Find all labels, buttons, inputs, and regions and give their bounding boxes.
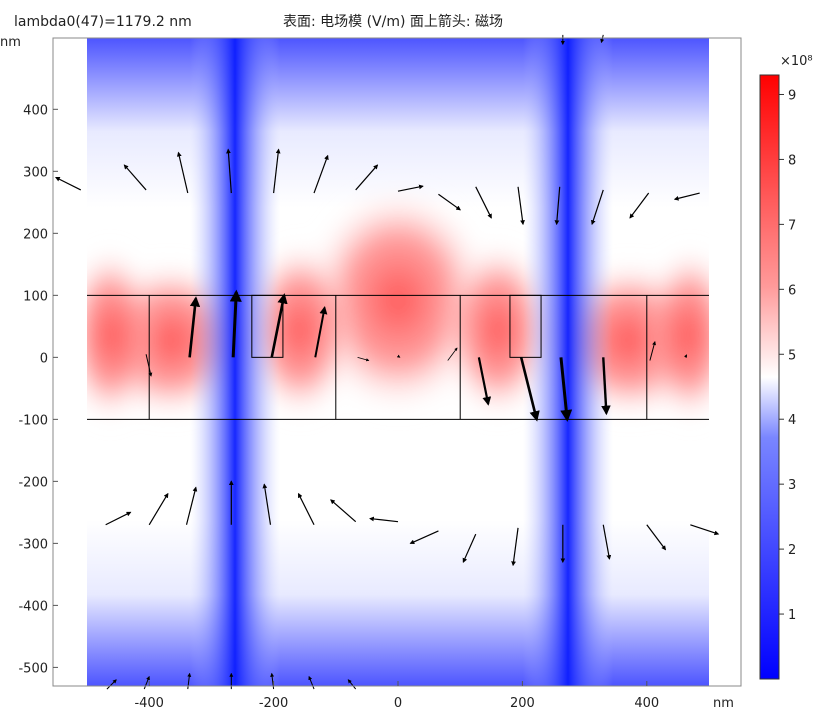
field-arrow <box>559 357 573 422</box>
field-arrow <box>646 524 667 551</box>
field-arrow <box>270 672 275 690</box>
colorbar-tick-label: 3 <box>788 478 796 493</box>
field-arrow <box>185 486 198 525</box>
x-tick-label: 0 <box>394 696 402 711</box>
field-arrow <box>357 356 370 362</box>
field-arrow <box>517 186 525 226</box>
colorbar-tick-label: 6 <box>788 283 796 298</box>
magnetic-field-arrows <box>55 34 720 690</box>
x-tick-label: 200 <box>510 696 535 711</box>
field-arrow <box>297 492 315 526</box>
y-tick-label: 300 <box>23 165 48 180</box>
field-arrow <box>308 675 315 690</box>
field-arrow <box>270 293 288 358</box>
field-arrow <box>330 499 357 523</box>
colorbar-tick-label: 8 <box>788 153 796 168</box>
notch-1 <box>251 294 284 358</box>
field-arrow <box>229 289 242 358</box>
field-arrow <box>226 148 232 194</box>
x-axis-unit: nm <box>713 696 734 711</box>
y-tick-label: 0 <box>40 351 48 366</box>
field-arrow <box>397 184 424 192</box>
y-tick-label: 400 <box>23 103 48 118</box>
field-arrow <box>347 679 357 690</box>
y-tick-label: -100 <box>18 413 48 428</box>
field-arrow <box>629 192 650 219</box>
field-arrow <box>273 148 281 194</box>
y-tick-label: 100 <box>23 289 48 304</box>
y-axis: 400 300 200 100 0 -100 -200 -300 -400 -500 <box>18 103 58 676</box>
field-arrow <box>106 679 117 690</box>
field-arrow <box>601 357 611 416</box>
field-arrow <box>600 34 605 44</box>
field-arrow <box>438 193 461 211</box>
plot-title: 表面: 电场模 (V/m) 面上箭头: 磁场 <box>283 13 503 30</box>
field-arrow <box>475 186 492 219</box>
colorbar-multiplier: ×10⁸ <box>780 54 813 69</box>
field-arrow <box>649 341 656 361</box>
field-arrow <box>409 530 439 545</box>
waveguide-structure <box>87 294 709 420</box>
x-tick-label: -200 <box>259 696 289 711</box>
colorbar-tick-label: 9 <box>788 88 796 103</box>
colorbar-tick-label: 4 <box>788 413 796 428</box>
field-arrow <box>262 483 272 525</box>
field-arrow <box>314 306 328 358</box>
field-arrow <box>590 189 604 226</box>
colorbar-tick-label: 5 <box>788 348 796 363</box>
field-arrow <box>554 186 561 226</box>
y-tick-label: -300 <box>18 537 48 552</box>
field-surface <box>87 38 709 686</box>
field-arrow <box>690 524 720 536</box>
field-arrow <box>602 524 612 560</box>
y-tick-label: -400 <box>18 599 48 614</box>
y-tick-label: -500 <box>18 661 48 676</box>
y-axis-unit: nm <box>0 35 21 50</box>
notch-2 <box>509 294 542 358</box>
colorbar-gradient <box>759 74 780 680</box>
colorbar-tick-label: 7 <box>788 218 796 233</box>
field-arrow <box>396 354 401 358</box>
y-tick-label: -200 <box>18 475 48 490</box>
field-arrow <box>369 516 399 523</box>
field-arrow <box>143 675 150 690</box>
field-arrow <box>187 672 192 690</box>
colorbar-tick-label: 1 <box>788 608 796 623</box>
field-arrow <box>176 151 189 194</box>
x-axis: -400 -200 0 200 400 <box>134 681 659 711</box>
y-tick-label: 200 <box>23 227 48 242</box>
field-arrow <box>477 357 492 406</box>
x-tick-label: -400 <box>134 696 164 711</box>
field-arrow <box>355 164 379 191</box>
plot-frame <box>52 37 742 687</box>
field-arrow <box>462 533 477 563</box>
field-arrow <box>148 492 169 526</box>
parameter-title: lambda0(47)=1179.2 nm <box>14 14 192 30</box>
field-arrow <box>673 192 700 201</box>
field-arrow <box>55 176 82 191</box>
field-arrow <box>123 164 147 191</box>
colorbar: ×10⁸ 1 2 3 4 5 6 7 8 9 <box>759 54 813 680</box>
field-arrow <box>684 354 687 358</box>
field-arrow <box>447 347 458 361</box>
x-tick-label: 400 <box>634 696 659 711</box>
field-arrow <box>511 527 519 567</box>
field-arrow <box>313 154 329 194</box>
colorbar-tick-label: 2 <box>788 543 796 558</box>
field-arrow <box>145 354 153 377</box>
field-arrow <box>188 296 201 358</box>
field-arrow <box>519 357 540 422</box>
field-arrow <box>105 511 132 526</box>
